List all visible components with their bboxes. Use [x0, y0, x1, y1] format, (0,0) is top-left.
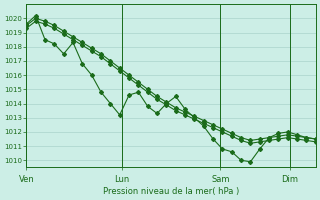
X-axis label: Pression niveau de la mer( hPa ): Pression niveau de la mer( hPa )	[103, 187, 239, 196]
